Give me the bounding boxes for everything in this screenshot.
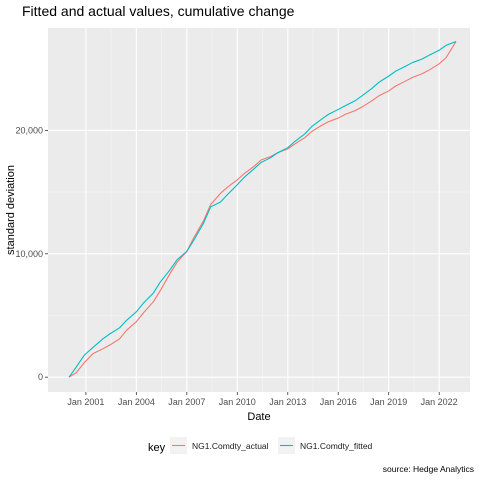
x-tick-label: Jan 2016	[320, 397, 357, 407]
chart-title: Fitted and actual values, cumulative cha…	[22, 3, 295, 19]
grid-minor	[48, 28, 470, 392]
x-tick-label: Jan 2010	[219, 397, 256, 407]
y-axis: 0 10,000 20,000	[15, 125, 48, 382]
legend: key NG1.Comdty_actual NG1.Comdty_fitted	[148, 437, 373, 454]
legend-label: NG1.Comdty_fitted	[300, 441, 373, 451]
y-tick-label: 10,000	[15, 249, 43, 259]
series-line-fitted	[68, 41, 457, 378]
y-tick-label: 0	[38, 372, 43, 382]
x-tick-label: Jan 2001	[67, 397, 104, 407]
caption: source: Hedge Analytics	[383, 464, 474, 474]
y-tick-label: 20,000	[15, 125, 43, 135]
x-axis-title: Date	[247, 411, 270, 423]
x-tick-label: Jan 2007	[168, 397, 205, 407]
x-tick-label: Jan 2019	[370, 397, 407, 407]
x-tick-label: Jan 2004	[118, 397, 155, 407]
x-tick-label: Jan 2022	[421, 397, 458, 407]
plot-background	[48, 28, 470, 392]
series-line-actual	[68, 41, 457, 378]
grid-major	[48, 28, 470, 392]
y-axis-title: standard deviation	[5, 165, 17, 255]
plot-panel	[48, 28, 470, 392]
series-layer	[68, 41, 457, 378]
x-axis: Jan 2001 Jan 2004 Jan 2007 Jan 2010 Jan 2013…	[67, 392, 458, 407]
x-tick-label: Jan 2013	[269, 397, 306, 407]
legend-title: key	[148, 442, 166, 454]
legend-label: NG1.Comdty_actual	[192, 441, 269, 451]
